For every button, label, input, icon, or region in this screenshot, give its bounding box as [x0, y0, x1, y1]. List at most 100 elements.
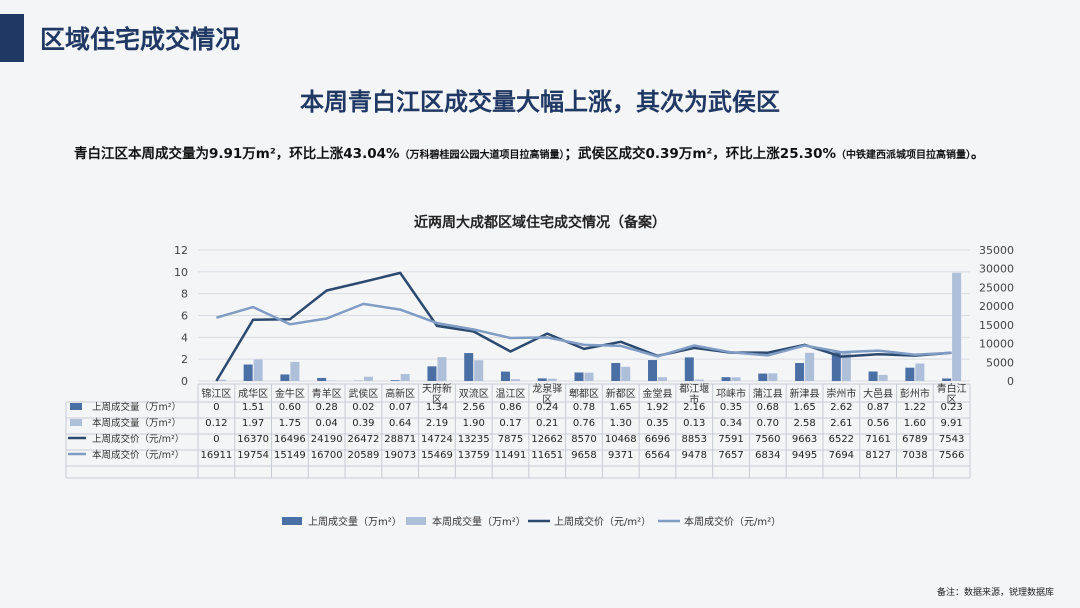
data-label: 8127 [865, 450, 890, 461]
bar [878, 374, 888, 381]
bar [500, 371, 510, 381]
data-label: 0.28 [316, 402, 338, 413]
y-right-tick-label: 30000 [979, 263, 1014, 276]
bar [290, 361, 300, 381]
bar [658, 377, 668, 381]
data-label: 0.13 [683, 418, 705, 429]
data-label: 26472 [348, 434, 380, 445]
data-label: 0.39 [352, 418, 374, 429]
category-label: 郫都区 [569, 387, 599, 400]
data-label: 8570 [571, 434, 596, 445]
data-label: 11491 [495, 450, 527, 461]
y-left-tick-label: 8 [181, 288, 188, 301]
category-label: 市 [689, 393, 699, 406]
bar [390, 380, 400, 381]
data-label: 6564 [645, 450, 670, 461]
data-label: 0.17 [499, 418, 521, 429]
data-label: 7875 [498, 434, 523, 445]
category-label: 成华区 [238, 387, 268, 400]
title-accent-bar [0, 14, 24, 62]
series-line [216, 302, 952, 358]
y-left-tick-label: 6 [181, 310, 188, 323]
data-label: 9.91 [940, 418, 962, 429]
category-label: 蒲江县 [753, 387, 783, 400]
data-label: 0.86 [499, 402, 521, 413]
bar [721, 377, 731, 381]
bar [253, 359, 263, 381]
bar [464, 353, 474, 381]
bar [574, 372, 584, 381]
category-label: 都江堰 [679, 383, 709, 395]
bar [547, 378, 557, 381]
data-label: 0 [213, 434, 219, 445]
data-label: 7566 [939, 450, 964, 461]
category-label: 区 [947, 394, 957, 406]
bar [216, 379, 226, 381]
data-label: 16700 [311, 450, 343, 461]
data-label: 2.58 [793, 418, 815, 429]
y-left-tick-label: 4 [181, 331, 188, 344]
category-label: 温江区 [495, 388, 525, 400]
category-label: 新都区 [606, 387, 636, 400]
data-label: 1.30 [610, 418, 632, 429]
data-label: 1.34 [426, 402, 448, 413]
data-label: 1.65 [793, 402, 815, 413]
data-label: 0.12 [205, 418, 227, 429]
data-label: 24190 [311, 434, 343, 445]
summary-text: 青白江区本周成交量为9.91万m²，环比上涨43.04%（万科碧桂园公园大道项目… [74, 144, 1034, 166]
data-label: 1.90 [463, 418, 485, 429]
bar [694, 379, 704, 381]
data-label: 0.24 [536, 402, 558, 413]
y-left-tick-label: 12 [174, 244, 188, 257]
y-left-tick-label: 0 [181, 375, 188, 388]
row-series-name: 本周成交价（元/m²） [92, 449, 184, 461]
data-label: 0.76 [573, 418, 595, 429]
data-label: 19073 [384, 450, 416, 461]
data-label: 0.35 [646, 418, 668, 429]
data-label: 0.04 [316, 418, 338, 429]
y-right-tick-label: 0 [1007, 375, 1014, 388]
y-right-tick-label: 15000 [979, 319, 1014, 332]
page-title: 区域住宅成交情况 [40, 25, 241, 54]
y-right-tick-label: 20000 [979, 300, 1014, 313]
category-label: 锦江区 [201, 387, 231, 400]
category-label: 区 [432, 394, 442, 406]
data-label: 1.97 [242, 418, 264, 429]
bar [427, 366, 437, 381]
row-series-name: 上周成交价（元/m²） [92, 433, 184, 445]
data-label: 6789 [902, 434, 927, 445]
data-label: 0.78 [573, 402, 595, 413]
data-label: 13235 [458, 434, 490, 445]
bar [400, 374, 410, 381]
data-label: 13759 [458, 450, 490, 461]
data-label: 12662 [531, 434, 563, 445]
data-label: 7591 [718, 434, 743, 445]
category-label: 高新区 [385, 387, 415, 400]
legend-label: 上周成交价（元/m²） [554, 515, 651, 528]
data-label: 1.60 [904, 418, 926, 429]
data-label: 0.34 [720, 418, 742, 429]
bar [684, 357, 694, 381]
data-label: 0.70 [757, 418, 779, 429]
data-label: 0.87 [867, 402, 889, 413]
y-right-tick-label: 5000 [986, 356, 1014, 369]
category-label: 双流区 [459, 387, 489, 400]
data-label: 0.56 [867, 418, 889, 429]
data-label: 9371 [608, 450, 633, 461]
category-label: 区 [542, 394, 552, 406]
bar [942, 378, 952, 381]
data-label: 19754 [237, 450, 269, 461]
y-right-tick-label: 25000 [979, 281, 1014, 294]
data-label: 2.19 [426, 418, 448, 429]
data-label: 7560 [755, 434, 780, 445]
data-label: 7038 [902, 450, 927, 461]
category-label: 龙泉驿 [532, 382, 562, 395]
bar [537, 378, 547, 381]
category-label: 青白江 [937, 382, 967, 395]
bar [758, 373, 768, 381]
data-label: 1.22 [904, 402, 926, 413]
summary-note-2: （中铁建西派城项目拉高销量） [836, 150, 972, 161]
data-label: 0.02 [352, 402, 374, 413]
data-label: 0.07 [389, 402, 411, 413]
